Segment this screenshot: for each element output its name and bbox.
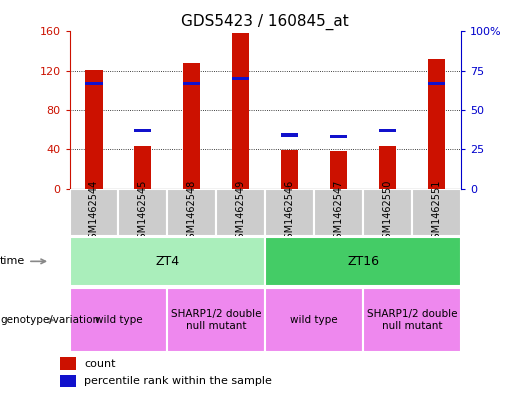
Bar xyxy=(428,82,445,85)
Bar xyxy=(216,189,265,236)
Bar xyxy=(265,237,461,286)
Text: count: count xyxy=(84,358,116,369)
Text: SHARP1/2 double
null mutant: SHARP1/2 double null mutant xyxy=(367,309,457,331)
Bar xyxy=(428,59,445,189)
Text: GSM1462548: GSM1462548 xyxy=(187,180,197,245)
Text: GSM1462550: GSM1462550 xyxy=(383,180,392,245)
Bar xyxy=(118,189,167,236)
Bar xyxy=(232,33,249,189)
Bar xyxy=(167,189,216,236)
Bar xyxy=(134,129,151,132)
Bar xyxy=(183,63,200,189)
Bar xyxy=(314,189,363,236)
Bar xyxy=(134,146,151,189)
Bar xyxy=(265,288,363,353)
Bar xyxy=(281,150,298,189)
Bar xyxy=(183,82,200,85)
Bar xyxy=(70,237,265,286)
Text: ZT16: ZT16 xyxy=(347,255,379,268)
Text: GSM1462545: GSM1462545 xyxy=(138,180,148,245)
Bar xyxy=(70,189,118,236)
Title: GDS5423 / 160845_at: GDS5423 / 160845_at xyxy=(181,14,349,30)
Bar xyxy=(60,357,76,369)
Bar xyxy=(363,189,412,236)
Text: GSM1462551: GSM1462551 xyxy=(432,180,441,245)
Text: wild type: wild type xyxy=(290,315,338,325)
Bar xyxy=(60,375,76,387)
Bar xyxy=(330,135,347,138)
Bar xyxy=(363,288,461,353)
Text: GSM1462547: GSM1462547 xyxy=(334,180,344,245)
Text: genotype/variation: genotype/variation xyxy=(0,315,99,325)
Text: GSM1462549: GSM1462549 xyxy=(236,180,246,245)
Bar xyxy=(412,189,461,236)
Bar xyxy=(70,288,167,353)
Bar xyxy=(232,77,249,80)
Text: wild type: wild type xyxy=(95,315,142,325)
Text: percentile rank within the sample: percentile rank within the sample xyxy=(84,376,272,386)
Bar xyxy=(330,151,347,189)
Bar xyxy=(281,134,298,137)
Text: time: time xyxy=(0,256,45,266)
Bar xyxy=(85,70,102,189)
Bar xyxy=(167,288,265,353)
Text: GSM1462544: GSM1462544 xyxy=(89,180,99,245)
Bar xyxy=(85,82,102,85)
Text: GSM1462546: GSM1462546 xyxy=(285,180,295,245)
Bar xyxy=(379,146,396,189)
Text: ZT4: ZT4 xyxy=(156,255,179,268)
Bar xyxy=(265,189,314,236)
Bar xyxy=(379,129,396,132)
Text: SHARP1/2 double
null mutant: SHARP1/2 double null mutant xyxy=(171,309,262,331)
